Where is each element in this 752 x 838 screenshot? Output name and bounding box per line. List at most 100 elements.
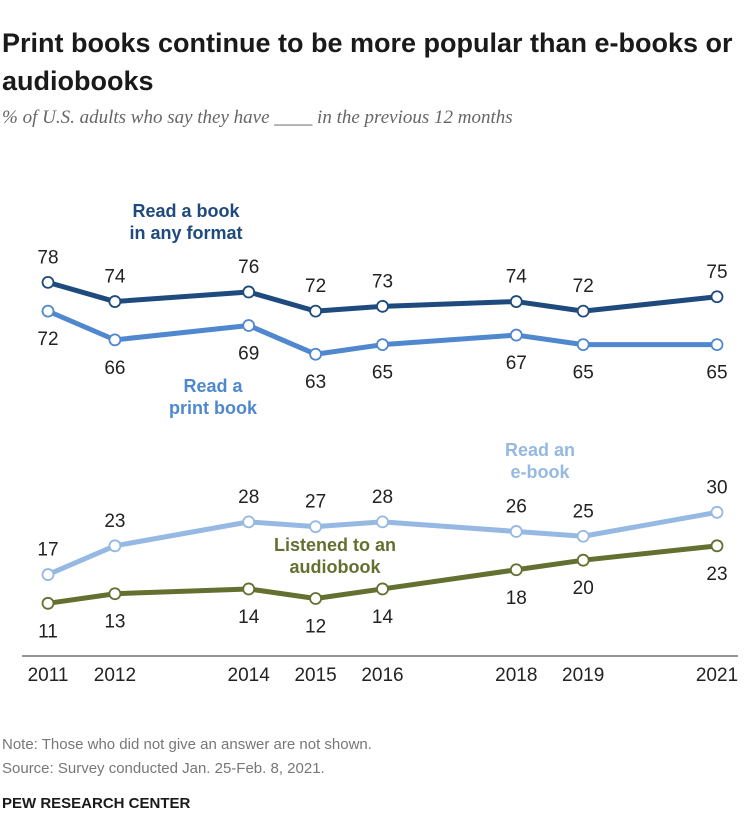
data-label: 73 (372, 271, 393, 292)
data-label: 27 (305, 492, 326, 513)
data-label: 72 (305, 276, 326, 297)
data-label: 76 (238, 257, 259, 278)
data-point (309, 592, 323, 605)
data-point (509, 328, 523, 342)
data-label: 30 (706, 477, 727, 498)
x-tick-label: 2019 (562, 665, 604, 686)
data-label: 20 (573, 578, 594, 599)
x-tick-label: 2012 (94, 665, 136, 686)
data-label: 23 (706, 564, 727, 585)
data-point (376, 299, 389, 313)
data-point (41, 568, 55, 581)
chart-title: Print books continue to be more popular … (2, 28, 733, 96)
data-label: 69 (238, 343, 259, 364)
data-label: 74 (506, 267, 528, 288)
data-label: 18 (506, 588, 527, 609)
series-label: Read a book in any format (129, 201, 242, 243)
data-point (41, 304, 55, 318)
series-line (45, 543, 720, 606)
x-axis-ticks: 2011 2012 2014 2015 2016 2018 2019 2021 (28, 665, 739, 686)
series-label-line: print book (169, 398, 258, 418)
series-2: 17 23 28 27 28 26 25 30 (37, 477, 728, 581)
series-label-line: audiobook (290, 557, 382, 577)
series-label-line: in any format (129, 223, 242, 243)
data-label: 28 (238, 487, 259, 508)
data-point (309, 520, 323, 534)
data-label: 14 (372, 607, 394, 628)
series-1: 72 66 69 63 65 67 65 65 (37, 304, 728, 393)
data-point (710, 338, 724, 352)
x-tick-label: 2011 (28, 665, 69, 686)
data-label: 65 (372, 363, 393, 384)
series-line (45, 509, 720, 578)
data-point (710, 505, 724, 519)
data-label: 14 (238, 607, 260, 628)
data-point (509, 563, 523, 577)
series-label-line: Read a (183, 376, 243, 396)
brand-label: PEW RESEARCH CENTER (2, 795, 191, 812)
series-labels: Read a book in any format Read a print book… (129, 201, 575, 577)
data-label: 25 (573, 501, 594, 522)
x-tick-label: 2016 (361, 665, 403, 686)
series-label-line: e-book (510, 462, 570, 482)
data-point (242, 515, 256, 529)
series-0: 78 74 76 72 73 74 72 75 (37, 247, 728, 318)
series-line (45, 279, 720, 314)
data-point (509, 525, 523, 538)
chart-source: Source: Survey conducted Jan. 25-Feb. 8,… (2, 760, 325, 777)
data-point (376, 338, 389, 352)
data-point (41, 596, 55, 610)
data-point (376, 515, 389, 529)
data-point (108, 333, 122, 347)
data-label: 63 (305, 372, 326, 393)
series-label: Read a print book (169, 376, 258, 418)
series-label-line: Read a book (132, 201, 240, 221)
data-point (108, 587, 122, 601)
data-label: 65 (706, 363, 727, 384)
data-label: 72 (573, 276, 594, 297)
series-label: Listened to an audiobook (274, 535, 396, 577)
data-point (710, 290, 724, 304)
data-point (309, 304, 323, 318)
data-label: 13 (104, 612, 125, 633)
data-point (108, 295, 122, 308)
data-label: 23 (104, 511, 125, 532)
data-point (509, 295, 523, 308)
data-point (242, 285, 256, 299)
data-label: 11 (38, 621, 58, 642)
data-label: 28 (372, 487, 393, 508)
data-label: 26 (506, 496, 527, 517)
x-tick-label: 2021 (696, 665, 738, 686)
series-line (45, 308, 720, 357)
series-label-line: Read an (505, 440, 575, 460)
data-label: 65 (573, 363, 594, 384)
data-point (376, 582, 389, 596)
data-label: 75 (706, 262, 727, 283)
data-point (710, 539, 724, 553)
x-tick-label: 2018 (495, 665, 537, 686)
series-group: 78 74 76 72 73 74 72 75 72 66 69 63 65 67 65 65 17 23 28 27… (37, 247, 727, 642)
data-point (576, 304, 590, 318)
data-label: 17 (37, 540, 58, 561)
data-label: 12 (305, 617, 326, 638)
chart-note: Note: Those who did not give an answer a… (2, 736, 372, 753)
chart-subtitle: % of U.S. adults who say they have ____ … (2, 107, 513, 128)
series-label-line: Listened to an (274, 535, 396, 555)
data-label: 72 (37, 329, 58, 350)
data-label: 74 (104, 267, 126, 288)
data-point (242, 319, 256, 332)
data-point (108, 539, 122, 553)
data-point (576, 553, 590, 567)
x-tick-label: 2014 (228, 665, 271, 686)
data-point (576, 338, 590, 352)
data-label: 67 (506, 353, 527, 374)
series-3: 11 13 14 12 14 18 20 23 (38, 539, 728, 642)
x-tick-label: 2015 (294, 665, 336, 686)
data-label: 78 (37, 247, 58, 268)
data-point (41, 275, 55, 289)
data-point (309, 347, 323, 361)
data-point (576, 529, 590, 543)
data-point (242, 582, 256, 596)
series-label: Read an e-book (505, 440, 575, 482)
